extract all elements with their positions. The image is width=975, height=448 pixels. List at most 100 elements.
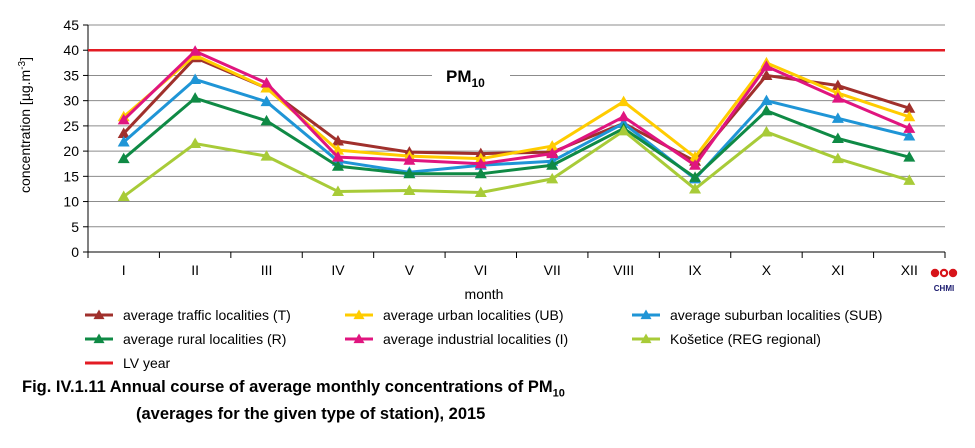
y-tick-label: 40	[63, 42, 79, 58]
data-point	[331, 185, 344, 196]
x-tick-label: IX	[688, 262, 702, 278]
legend-item: LV year	[85, 355, 171, 371]
data-point	[403, 154, 416, 165]
data-point	[260, 77, 273, 88]
x-tick-label: VI	[474, 262, 487, 278]
data-point	[260, 114, 273, 126]
data-point	[831, 132, 844, 143]
data-point	[117, 190, 130, 202]
series-line	[122, 49, 910, 167]
data-point	[831, 152, 844, 164]
data-point	[260, 95, 273, 107]
chart-title: PM10	[432, 63, 510, 90]
legend-label: average traffic localities (T)	[123, 307, 291, 323]
legend-marker	[353, 309, 365, 320]
data-point	[903, 174, 916, 185]
legend-item: average traffic localities (T)	[85, 307, 291, 323]
data-point	[903, 122, 916, 133]
legend-label: average suburban localities (SUB)	[670, 307, 882, 323]
data-point	[617, 95, 630, 107]
legend-item: Košetice (REG regional)	[632, 331, 821, 347]
y-tick-label: 35	[63, 67, 79, 83]
data-point	[117, 136, 130, 147]
chmi-logo: CHMI	[929, 266, 959, 296]
caption-line2: (averages for the given type of station)…	[136, 405, 486, 424]
data-point	[903, 102, 916, 113]
gridlines	[88, 24, 945, 228]
data-point	[331, 135, 344, 146]
chart-title-sub: 10	[472, 76, 486, 90]
data-point	[117, 152, 130, 164]
data-point	[189, 45, 202, 56]
legend-marker	[353, 333, 365, 344]
x-tick-label: II	[191, 262, 199, 278]
legend-label: Košetice (REG regional)	[670, 331, 821, 347]
x-axis-title: month	[465, 286, 504, 302]
legend-item: average industrial localities (I)	[345, 331, 568, 347]
series-6	[117, 124, 916, 202]
series-layer	[117, 45, 916, 202]
data-point	[617, 110, 630, 122]
x-tick-label: XI	[831, 262, 844, 278]
data-point	[689, 171, 702, 182]
data-point	[546, 159, 559, 170]
series-line	[122, 77, 910, 181]
data-point	[760, 94, 773, 106]
y-tick-label: 20	[63, 143, 79, 159]
data-point	[546, 172, 559, 184]
data-point	[689, 182, 702, 194]
y-tick-label: 25	[63, 118, 79, 134]
data-point	[903, 151, 916, 162]
data-point	[617, 124, 630, 136]
y-axis-title: concentration [µg.m-3]	[17, 57, 33, 193]
data-point	[903, 129, 916, 141]
y-tick-label: 15	[63, 168, 79, 184]
legend-marker	[93, 333, 105, 344]
y-tick-labels: 0 5 10 15 20 25 30 35 40 45	[63, 17, 79, 260]
y-tick-label: 0	[71, 244, 79, 260]
series-line	[122, 129, 910, 198]
series-2	[117, 49, 916, 164]
data-point	[117, 127, 130, 138]
legend-label: average urban localities (UB)	[383, 307, 564, 323]
chart-title-main: PM	[446, 67, 472, 86]
x-tick-label: III	[261, 262, 273, 278]
legend-item: average urban localities (UB)	[345, 307, 564, 323]
data-point	[903, 110, 916, 122]
svg-text:PM10: PM10	[446, 67, 485, 90]
data-point	[831, 79, 844, 91]
legend-label: LV year	[123, 355, 171, 371]
legend-marker	[93, 309, 105, 320]
legend-marker	[640, 309, 652, 320]
x-tick-label: VII	[544, 262, 561, 278]
x-tick-label: IV	[331, 262, 345, 278]
y-tick-label: 30	[63, 93, 79, 109]
series-3	[117, 73, 916, 184]
data-point	[760, 60, 773, 71]
data-point	[760, 125, 773, 137]
data-point	[831, 112, 844, 123]
series-4	[117, 92, 916, 182]
y-tick-label: 10	[63, 194, 79, 210]
data-point	[546, 147, 559, 159]
data-point	[260, 150, 273, 161]
data-point	[331, 151, 344, 162]
data-point	[546, 140, 559, 151]
data-point	[474, 186, 487, 197]
x-tick-labels: I II III IV V VI VII VIII IX X XI XII	[122, 262, 918, 278]
caption-line1: Fig. IV.1.11 Annual course of average mo…	[22, 378, 553, 396]
data-point	[189, 137, 202, 149]
series-line	[122, 53, 910, 161]
legend-label: average rural localities (R)	[123, 331, 286, 347]
data-point	[403, 184, 416, 195]
legend-label: average industrial localities (I)	[383, 331, 568, 347]
legend: average traffic localities (T) average ur…	[85, 307, 882, 371]
data-point	[403, 167, 416, 179]
x-tick-label: I	[122, 262, 126, 278]
data-point	[760, 69, 773, 80]
data-point	[689, 159, 702, 170]
legend-marker	[640, 333, 652, 344]
legend-item: average rural localities (R)	[85, 331, 286, 347]
series-5	[117, 45, 916, 170]
